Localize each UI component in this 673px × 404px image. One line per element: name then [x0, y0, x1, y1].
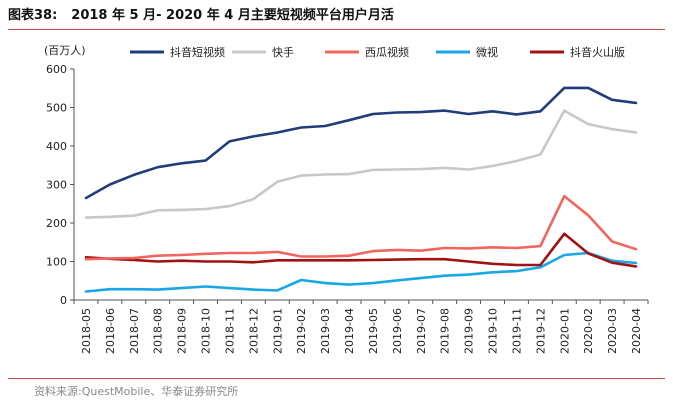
x-tick-label: 2019-07 [415, 308, 428, 354]
figure-title-text: 2018 年 5 月- 2020 年 4 月主要短视频平台用户月活 [71, 8, 394, 23]
x-tick-label: 2018-05 [80, 308, 93, 354]
figure-label: 图表38: [8, 8, 58, 23]
x-tick-label: 2019-04 [343, 308, 356, 354]
x-tick-label: 2020-04 [630, 308, 643, 354]
x-axis-tick-labels: 2018-05 2018-06 2018-07 2018-08 2018-09 2018-… [80, 308, 643, 354]
x-tick-label: 2019-11 [510, 308, 523, 354]
series-line-5 [84, 232, 638, 268]
x-tick-label: 2019-12 [534, 308, 547, 354]
x-tick-label: 2018-06 [104, 308, 117, 354]
x-tick-label: 2019-08 [439, 308, 452, 354]
x-tick-label: 2019-06 [391, 308, 404, 354]
title-divider [8, 29, 665, 30]
series-line-4 [84, 251, 638, 293]
x-tick-label: 2018-12 [247, 308, 260, 354]
x-tick-label: 2019-01 [271, 308, 284, 354]
y-tick-label: 0 [60, 294, 67, 307]
x-tick-label: 2020-01 [558, 308, 571, 354]
x-tick-label: 2018-09 [176, 308, 189, 354]
legend-label: 西瓜视频 [365, 45, 409, 59]
x-tick-label: 2018-10 [200, 308, 213, 354]
y-tick-label: 100 [46, 256, 67, 269]
footer-divider [8, 378, 665, 379]
series-line-3 [84, 194, 638, 261]
source-note: 资料来源:QuestMobile、华泰证券研究所 [34, 385, 239, 398]
chart-legend: 抖音短视频 快手 西瓜视频 微视 抖音火山版 [130, 45, 625, 59]
figure-title: 图表38: 2018 年 5 月- 2020 年 4 月主要短视频平台用户月活 [8, 5, 665, 27]
series-line-1 [84, 86, 638, 200]
y-tick-label: 200 [46, 217, 67, 230]
x-tick-label: 2020-03 [606, 308, 619, 354]
legend-label: 抖音火山版 [570, 45, 625, 59]
x-tick-label: 2020-02 [582, 308, 595, 354]
x-tick-label: 2018-08 [152, 308, 165, 354]
y-tick-label: 500 [46, 102, 67, 115]
y-tick-label: 600 [46, 63, 67, 76]
x-tick-label: 2019-02 [295, 308, 308, 354]
x-tick-label: 2018-11 [223, 308, 236, 354]
x-tick-label: 2018-07 [128, 308, 141, 354]
legend-label: 微视 [476, 45, 498, 59]
x-tick-label: 2019-10 [487, 308, 500, 354]
series-line-2 [84, 109, 638, 219]
x-tick-label: 2019-05 [367, 308, 380, 354]
legend-label: 抖音短视频 [170, 45, 225, 59]
y-axis-label: (百万人) [44, 44, 86, 57]
legend-label: 快手 [272, 45, 294, 59]
chart-axes: 0 100 200 300 400 500 600 (百万人) [44, 44, 649, 307]
y-tick-label: 300 [46, 179, 67, 192]
chart-series [84, 86, 638, 293]
x-tick-label: 2019-03 [319, 308, 332, 354]
x-tick-label: 2019-09 [463, 308, 476, 354]
y-tick-label: 400 [46, 140, 67, 153]
